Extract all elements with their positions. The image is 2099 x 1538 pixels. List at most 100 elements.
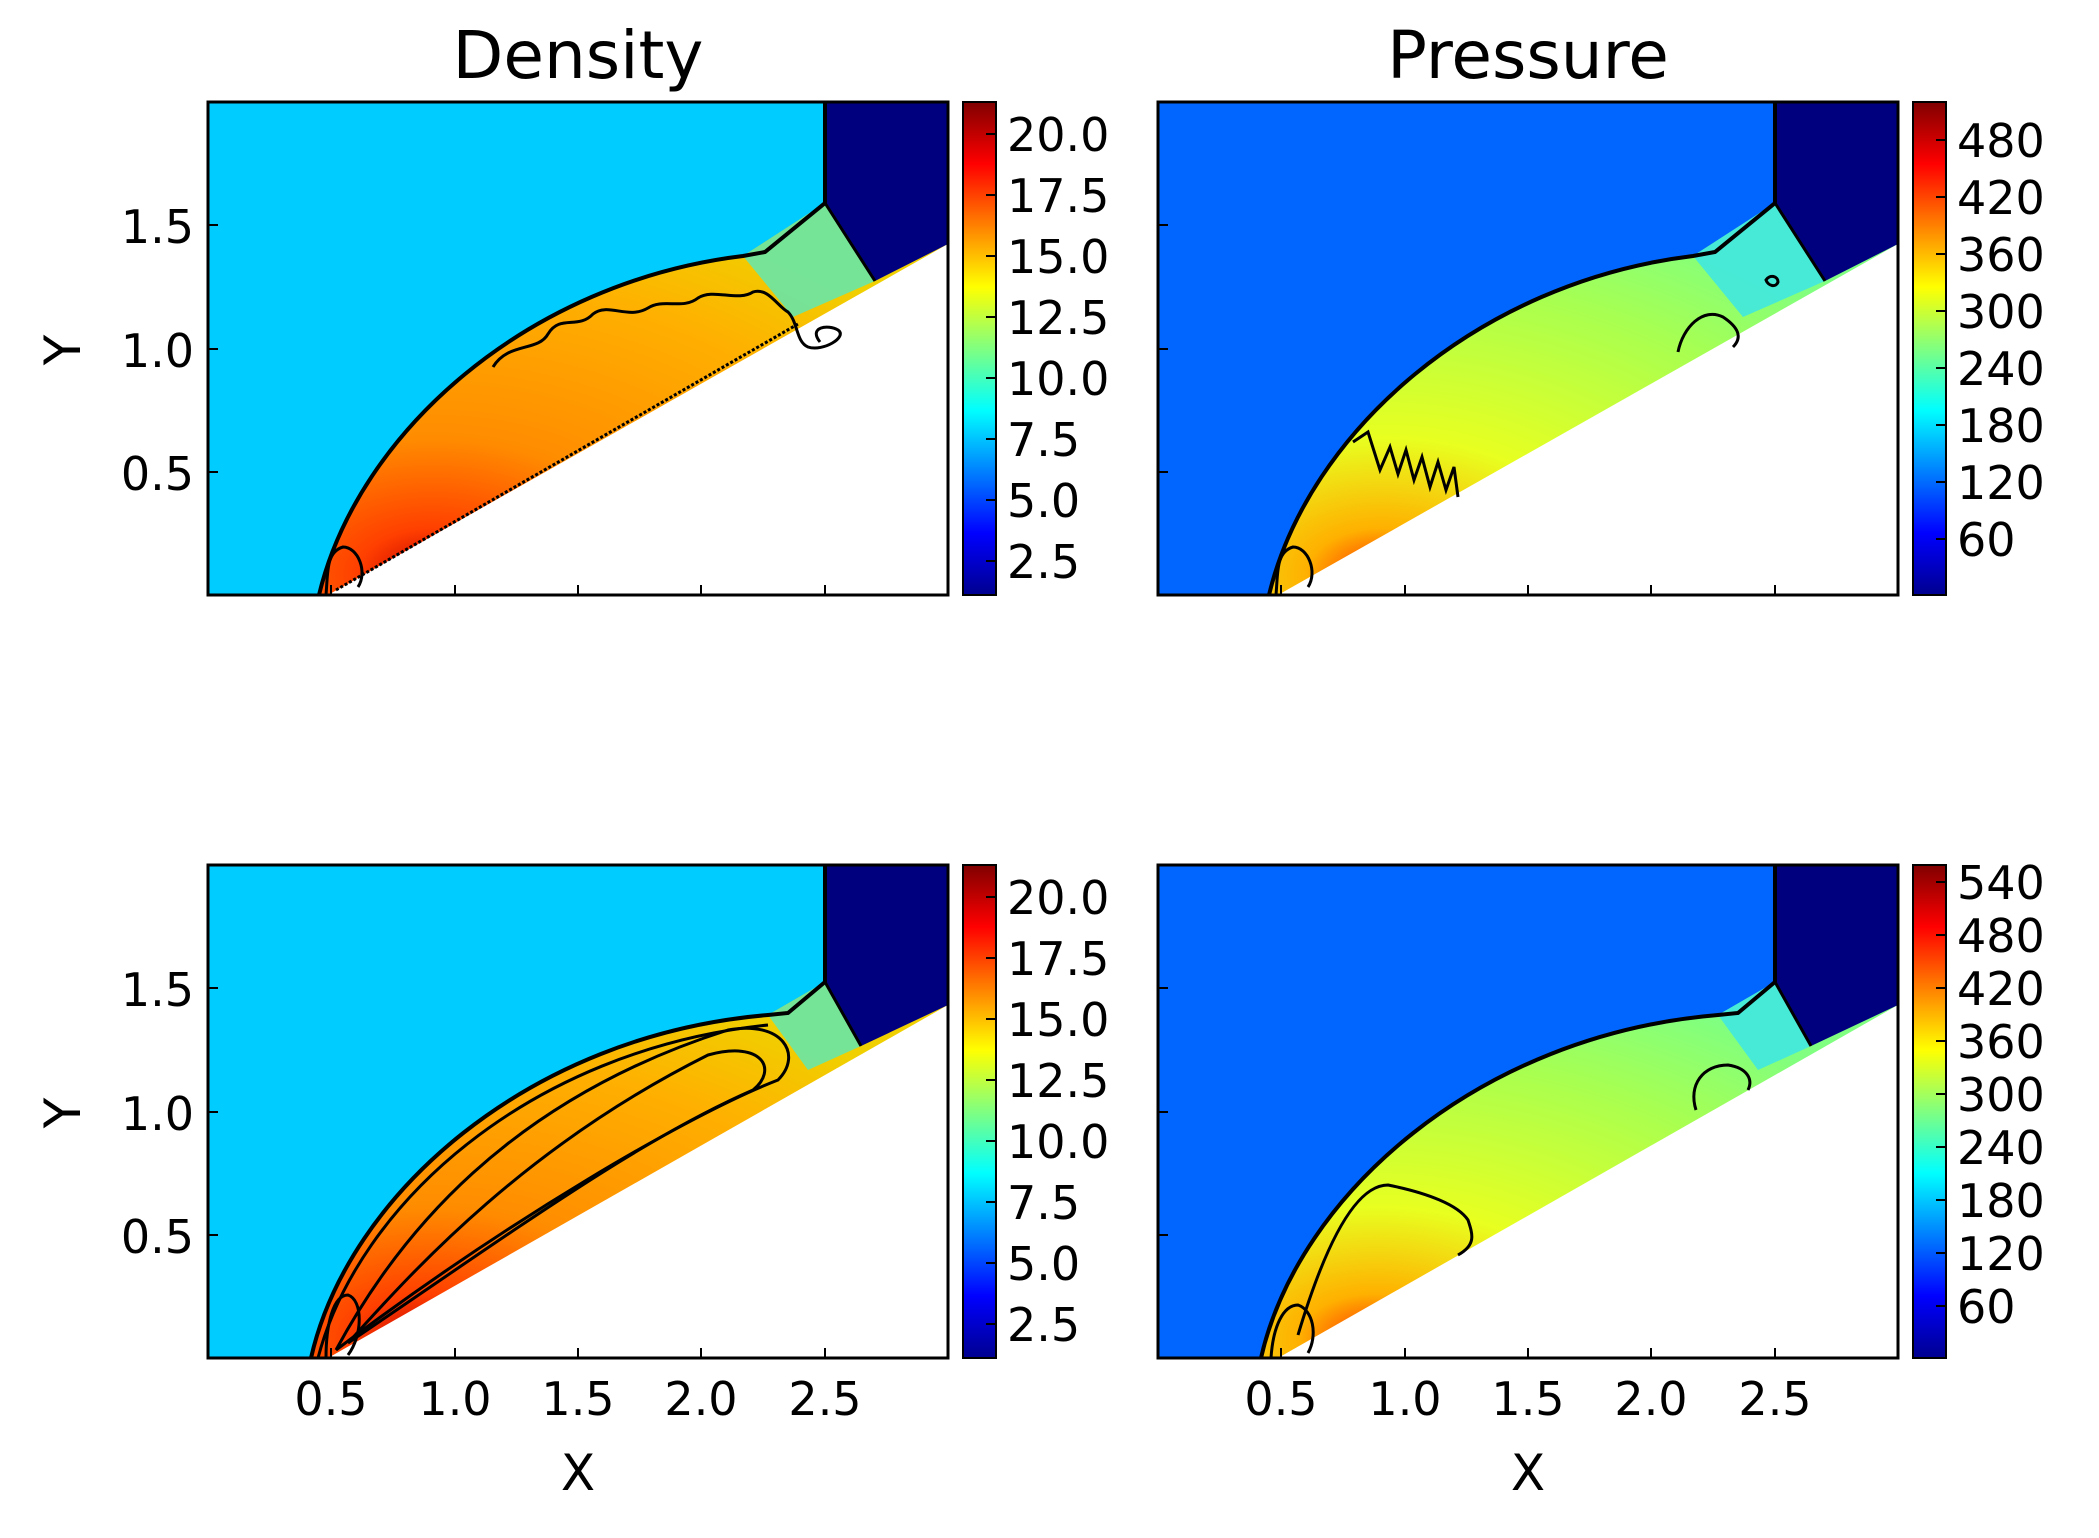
- reflected-shock-region: [768, 982, 861, 1070]
- colorbar-tick-label: 180: [1957, 399, 2045, 453]
- colorbar-tick: 240: [1936, 1121, 2045, 1175]
- colorbar-tick: 10.0: [986, 1115, 1109, 1169]
- x-tick: 2.0: [1614, 1348, 1688, 1426]
- pressure-contour: [1296, 1183, 1474, 1336]
- pressure-contour-nose: [1269, 1303, 1315, 1359]
- x-axis: 0.5 1.0 1.5 2.0 2.5: [1244, 1348, 1812, 1426]
- colorbar-tick: 12.5: [986, 1054, 1109, 1108]
- colorbar-tick-label: 240: [1957, 1121, 2045, 1175]
- x-tick-label: 2.5: [1738, 1372, 1811, 1426]
- colorbar-tick: 20.0: [986, 871, 1109, 925]
- density-contour: [334, 1026, 790, 1352]
- colorbar-tick: 480: [1936, 909, 2045, 963]
- y-tick: 1.0: [121, 324, 218, 378]
- chart-title: Pressure: [1387, 17, 1669, 94]
- colorbar-tick-label: 20.0: [1007, 108, 1109, 162]
- density-contour-nose: [324, 545, 364, 596]
- pressure-contour: [1352, 429, 1460, 498]
- y-axis: [1158, 224, 1168, 473]
- colorbar-tick: 420: [1936, 171, 2045, 225]
- y-axis: [1158, 987, 1168, 1236]
- colorbar-tick-label: 15.0: [1007, 230, 1109, 284]
- x-tick: 2.0: [664, 1348, 738, 1426]
- colorbar-tick-label: 17.5: [1007, 932, 1109, 986]
- colorbar-tick: 540: [1936, 856, 2045, 910]
- x-tick-label: 2.0: [664, 1372, 737, 1426]
- plot-area: [1158, 865, 1898, 1359]
- y-axis-label: Y: [34, 1097, 92, 1129]
- x-tick: 2.5: [1738, 1348, 1812, 1426]
- wall-region: [328, 244, 948, 595]
- reflected-shock-contour: [823, 981, 863, 1047]
- bow-shock-contour: [309, 865, 827, 1359]
- colorbar-tick-label: 10.0: [1007, 352, 1109, 406]
- plot-frame: [1156, 863, 1900, 1360]
- colorbar-tick: 2.5: [986, 1298, 1080, 1352]
- colorbar-tick: 15.0: [986, 993, 1109, 1047]
- colorbar-tick: 300: [1936, 285, 2045, 339]
- colorbar-tick: 10.0: [986, 352, 1109, 406]
- x-axis: [330, 585, 826, 595]
- x-tick-label: 0.5: [1244, 1372, 1317, 1426]
- colorbar-tick-label: 60: [1957, 1280, 2016, 1334]
- colorbar-scale: [1912, 101, 1947, 596]
- colorbar-tick: 480: [1936, 114, 2045, 168]
- reflected-shock-contour: [1773, 981, 1813, 1047]
- y-tick-label: 1.5: [121, 963, 194, 1017]
- y-tick: 0.5: [121, 447, 218, 501]
- x-axis: [1280, 585, 1776, 595]
- colorbar-tick: 60: [1936, 513, 2016, 567]
- colorbar-tick: 5.0: [986, 474, 1080, 528]
- x-tick: 2.5: [788, 1348, 862, 1426]
- wall-region: [1278, 244, 1898, 595]
- colorbar-tick-label: 360: [1957, 1015, 2045, 1069]
- density-contour-nose: [324, 1293, 361, 1359]
- y-axis: 0.5 1.0 1.5: [121, 963, 218, 1264]
- colorbar-tick-label: 180: [1957, 1174, 2045, 1228]
- colorbar-tick-label: 360: [1957, 228, 2045, 282]
- colorbar-tick: 360: [1936, 228, 2045, 282]
- colorbar-tick-label: 60: [1957, 513, 2016, 567]
- colorbar-tick-label: 480: [1957, 909, 2045, 963]
- y-tick: 1.5: [121, 200, 218, 254]
- x-tick: 1.0: [1368, 1348, 1442, 1426]
- colorbar-scale: [1912, 864, 1947, 1359]
- colorbar-tick: 360: [1936, 1015, 2045, 1069]
- colorbar-tick-label: 5.0: [1007, 474, 1080, 528]
- colorbar-tick: 120: [1936, 456, 2045, 510]
- plot-frame: [206, 863, 950, 1360]
- colorbar-tick: 17.5: [986, 932, 1109, 986]
- colorbar-tick-label: 7.5: [1007, 413, 1080, 467]
- colorbar-tick-label: 540: [1957, 856, 2045, 910]
- colorbar-tick-label: 120: [1957, 1227, 2045, 1281]
- density-contour: [346, 1049, 767, 1345]
- x-tick-label: 2.5: [788, 1372, 861, 1426]
- density-contour: [491, 289, 842, 368]
- x-tick: 1.5: [1491, 1348, 1565, 1426]
- colorbar-tick-label: 420: [1957, 171, 2045, 225]
- colorbar-tick: 20.0: [986, 108, 1109, 162]
- pressure-contour: [1676, 313, 1740, 353]
- pressure-contour-small: [1764, 274, 1780, 288]
- pressure-panel-bottom: X 0.5 1.0 1.5: [1156, 856, 2045, 1502]
- y-axis-label: Y: [34, 334, 92, 366]
- density-panel-top: Density Y 0.5: [34, 17, 1109, 597]
- colorbar-tick: 5.0: [986, 1237, 1080, 1291]
- reflected-shock-contour: [823, 202, 877, 282]
- x-tick: 1.5: [541, 1348, 615, 1426]
- x-axis: 0.5 1.0 1.5 2.0 2.5: [294, 1348, 862, 1426]
- x-tick-label: 1.0: [1368, 1372, 1441, 1426]
- x-tick: 0.5: [1244, 1348, 1318, 1426]
- colorbar: 2.5 5.0 7.5 10.0 12.5 15.0 17.5 20.0: [962, 864, 1109, 1359]
- colorbar-tick: 180: [1936, 1174, 2045, 1228]
- x-tick-label: 0.5: [294, 1372, 367, 1426]
- colorbar-tick: 60: [1936, 1280, 2016, 1334]
- colorbar-tick: 17.5: [986, 169, 1109, 223]
- y-tick-label: 0.5: [121, 1210, 194, 1264]
- y-tick-label: 1.0: [121, 324, 194, 378]
- colorbar-tick-label: 420: [1957, 962, 2045, 1016]
- x-tick-label: 1.0: [418, 1372, 491, 1426]
- y-tick: 1.0: [121, 1087, 218, 1141]
- colorbar-tick-label: 300: [1957, 285, 2045, 339]
